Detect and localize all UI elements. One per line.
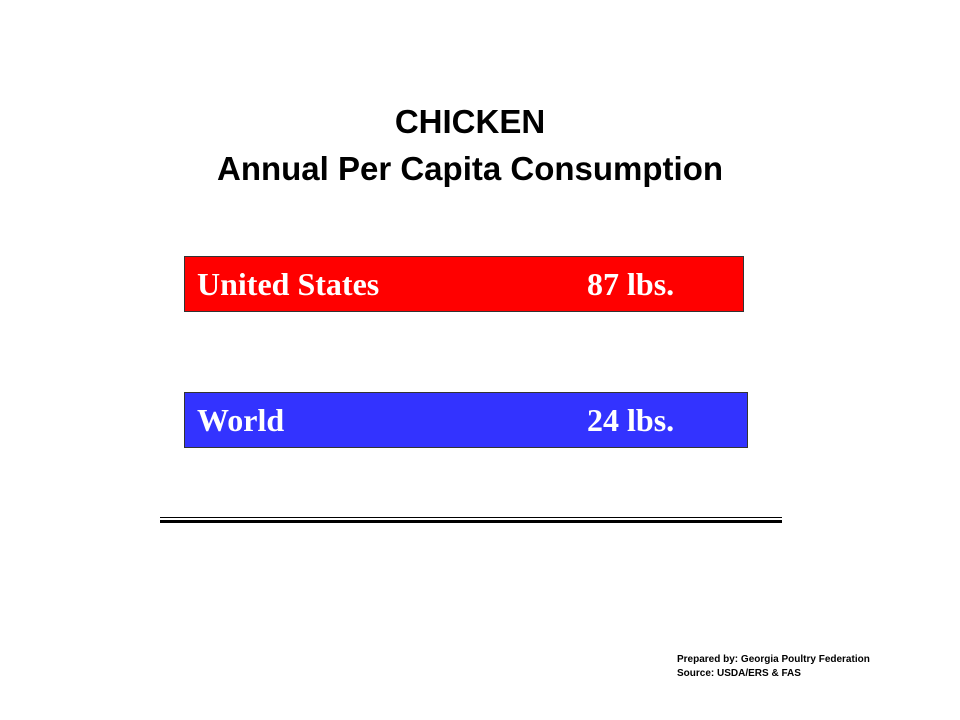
footer-note: Source: USDA/ERS & FAS bbox=[677, 668, 801, 679]
divider bbox=[160, 520, 782, 523]
row-box: United States 87 lbs. bbox=[184, 256, 744, 312]
row-label: World bbox=[197, 402, 285, 438]
divider bbox=[160, 517, 782, 518]
row-label: United States bbox=[197, 266, 380, 302]
row-value: 87 lbs. bbox=[587, 266, 675, 302]
title-line: Annual Per Capita Consumption bbox=[216, 150, 724, 187]
row-value: 24 lbs. bbox=[587, 402, 675, 438]
footer-note: Prepared by: Georgia Poultry Federation bbox=[677, 654, 870, 665]
title-line: CHICKEN bbox=[394, 103, 546, 140]
row-box: World 24 lbs. bbox=[184, 392, 748, 448]
